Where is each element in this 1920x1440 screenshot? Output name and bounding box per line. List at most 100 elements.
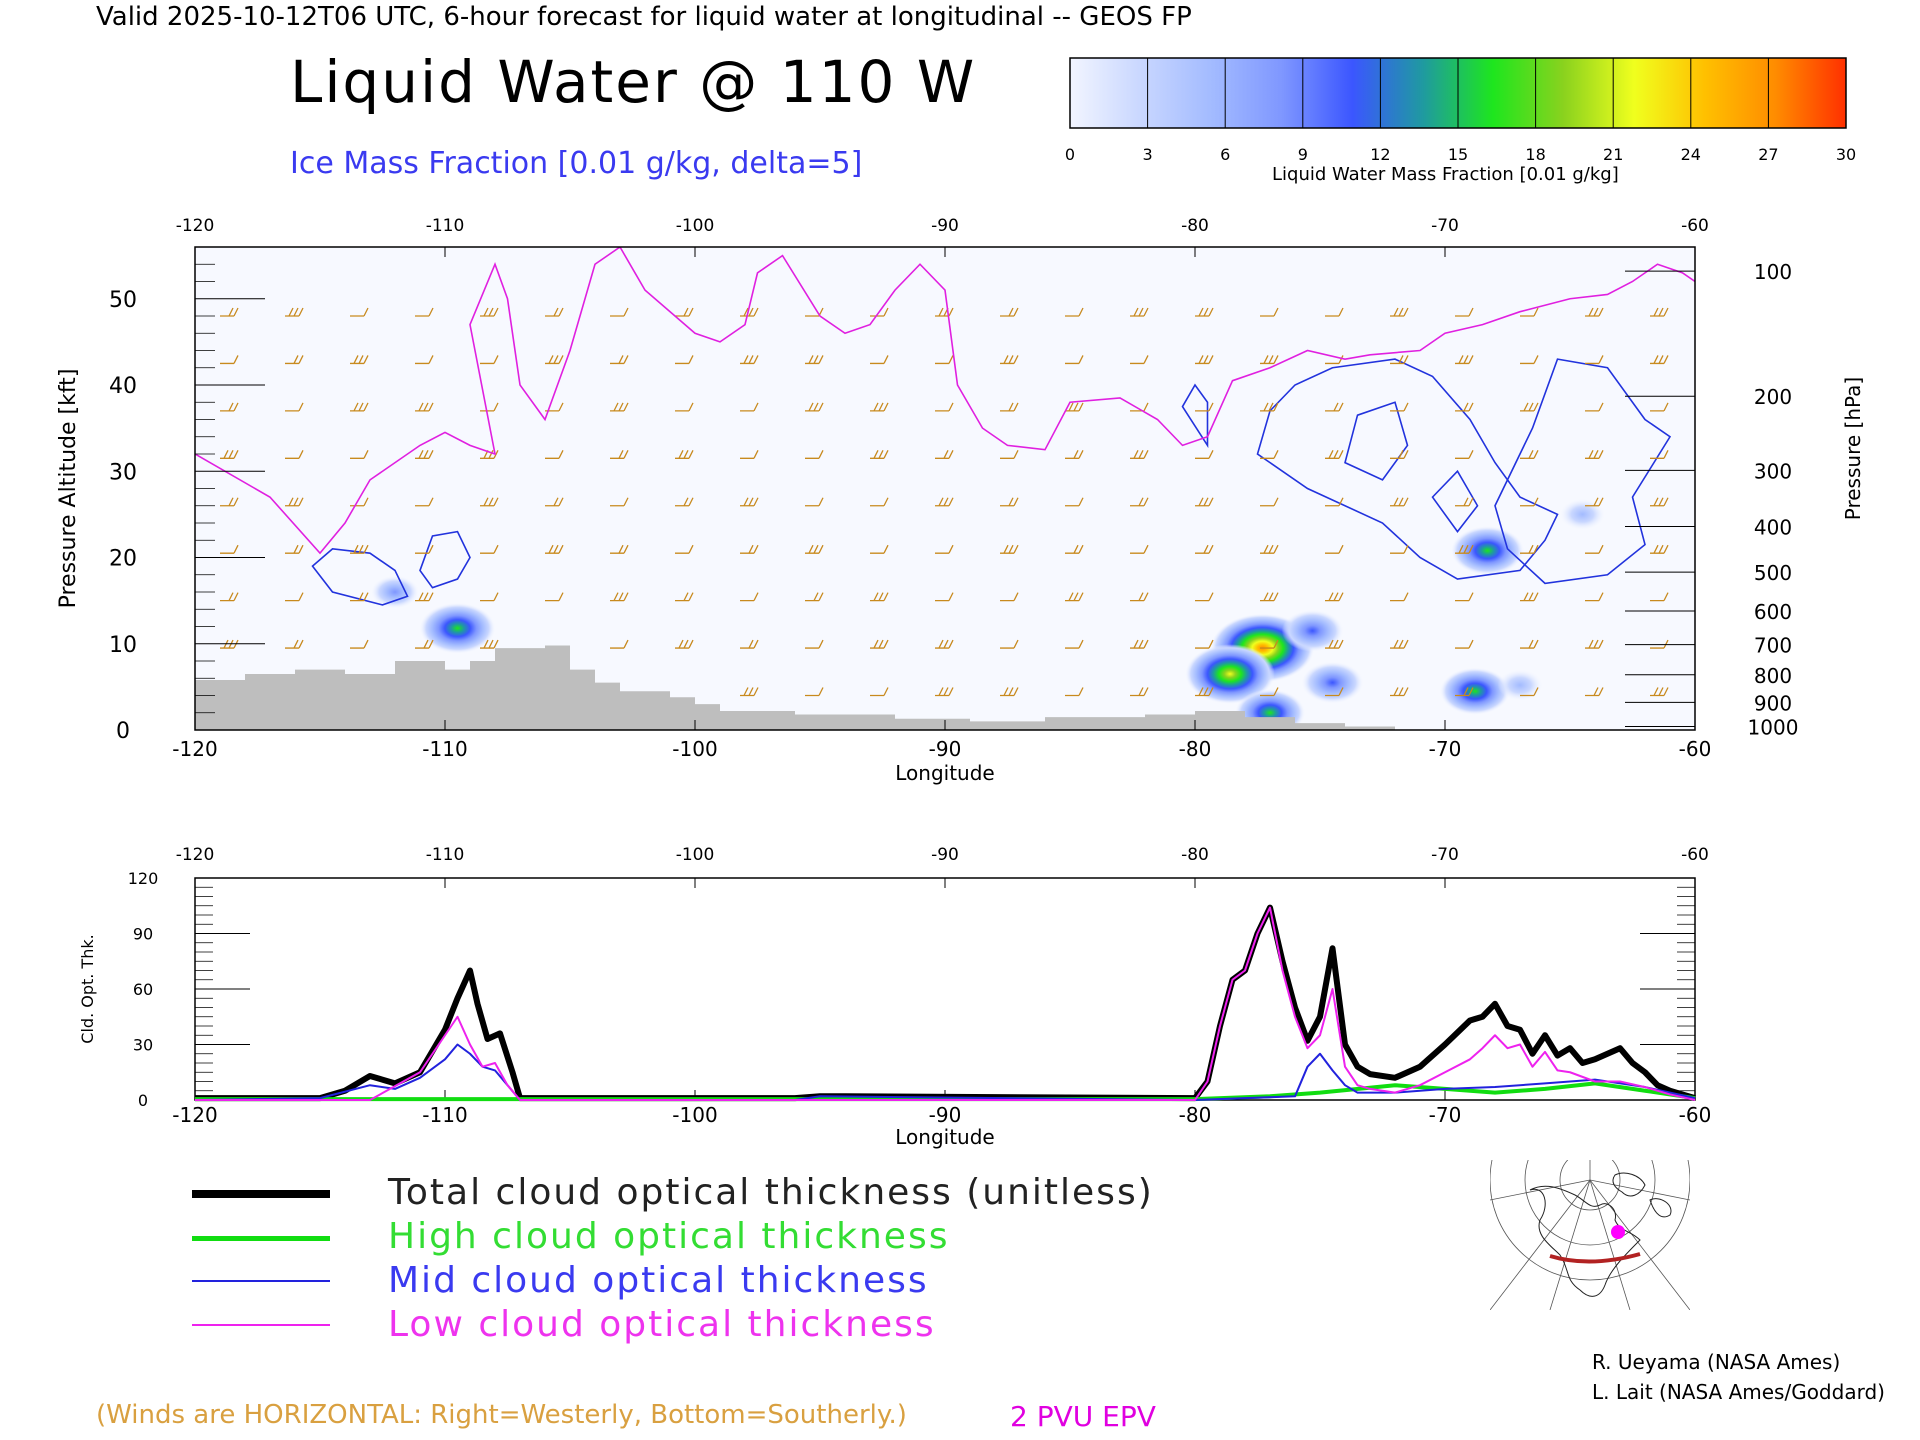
legend-label-high: High cloud optical thickness [388,1216,950,1257]
x-tick-label-top: -110 [426,216,465,236]
y-axis-label-bottom: Cld. Opt. Thk. [78,934,97,1043]
wind-barb [935,355,954,365]
wind-barb [1325,450,1344,459]
wind-barb [675,450,694,459]
x-tick-label-top: -90 [931,216,959,236]
x-tick-label-top: -60 [1681,216,1709,236]
wind-barb [1260,544,1279,554]
wind-barb [480,307,499,317]
wind-barb [1455,639,1474,649]
colorbar-tick-label: 3 [1143,145,1153,164]
wind-barb [1520,639,1539,649]
wind-barb [675,639,694,649]
wind-barb [1325,639,1344,649]
wind-barb [1260,639,1279,649]
wind-barb [1585,307,1604,317]
ice-contour [311,548,409,606]
wind-barb [870,639,889,649]
credit-2: L. Lait (NASA Ames/Goddard) [1592,1380,1885,1404]
wind-barb [805,355,824,365]
wind-barb [1650,544,1669,554]
wind-barb [1390,355,1409,365]
liquid-water-blob [1497,669,1543,701]
wind-barb [285,497,304,507]
wind-barb [1585,687,1604,697]
x-tick-label: -80 [1179,737,1212,761]
wind-barb [1065,544,1084,554]
wind-barb [675,307,694,317]
x-tick-label-bottom: -90 [929,1103,962,1127]
ice-contour [1181,383,1209,449]
wind-barb [1325,355,1344,365]
y-tick-label-bottom: 30 [133,1036,153,1055]
wind-barb [1325,687,1344,697]
wind-barb [350,497,369,507]
series-line-3 [195,906,1696,1101]
wind-barb [1390,639,1409,649]
wind-barb [415,639,434,649]
wind-barb [1260,497,1279,507]
wind-barb [610,639,629,649]
wind-barb [1650,687,1669,697]
x-axis-label: Longitude [895,761,994,785]
wind-barb [480,544,499,554]
legend-item-mid: Mid cloud optical thickness [192,1260,1192,1304]
wind-barb [1000,450,1019,459]
wind-barb [1650,592,1669,602]
colorbar-tick-label: 30 [1836,145,1856,164]
y-tick-label: 20 [109,547,137,572]
pressure-tick-label: 400 [1754,515,1792,539]
x-tick-label-bottom: -120 [172,1103,217,1127]
wind-barb [935,639,954,649]
wind-barb [1195,402,1214,412]
x-tick-label: -110 [422,737,467,761]
wind-barb [350,544,369,554]
wind-barb [480,355,499,365]
wind-barb [1585,355,1604,365]
wind-barb [1455,497,1474,507]
x-tick-label-top: -120 [176,216,215,236]
legend-item-total: Total cloud optical thickness (unitless) [192,1172,1192,1216]
liquid-water-blob [371,575,419,609]
liquid-water-blob [1440,667,1510,715]
pressure-tick-label: 800 [1754,664,1792,688]
wind-barb [740,639,759,649]
terrain [195,645,1395,730]
winds-note: (Winds are HORIZONTAL: Right=Westerly, B… [96,1400,907,1430]
wind-barb [1585,450,1604,459]
wind-barb [285,307,304,317]
wind-barb [545,592,564,602]
wind-barb [870,355,889,365]
wind-barb [1520,592,1539,602]
wind-barb [1000,355,1019,365]
wind-barb [740,450,759,459]
legend-item-low: Low cloud optical thickness [192,1304,1192,1348]
wind-barb [805,402,824,412]
pressure-tick-label: 100 [1754,260,1792,284]
wind-barb [1065,687,1084,697]
wind-barb [1650,355,1669,365]
wind-barb [1000,592,1019,602]
wind-barb [675,497,694,507]
subtitle: Ice Mass Fraction [0.01 g/kg, delta=5] [290,146,863,181]
ice-contours [311,358,1672,606]
wind-barb [1195,544,1214,554]
wind-barb [675,544,694,554]
wind-barb [805,592,824,602]
wind-barb [1585,544,1604,554]
wind-barb [870,687,889,697]
x-tick-label-bottom-top: -100 [676,845,715,865]
wind-barb [1585,592,1604,602]
wind-barb [285,355,304,365]
wind-barb [1455,307,1474,317]
wind-barb [545,497,564,507]
wind-barb [285,544,304,554]
wind-barb [1520,307,1539,317]
wind-barb [220,544,239,554]
wind-barb [1065,355,1084,365]
wind-barb [1520,402,1539,412]
x-tick-label: -120 [172,737,217,761]
wind-barb [1390,592,1409,602]
epv-2pvu-line [195,247,1695,555]
wind-barb [350,639,369,649]
